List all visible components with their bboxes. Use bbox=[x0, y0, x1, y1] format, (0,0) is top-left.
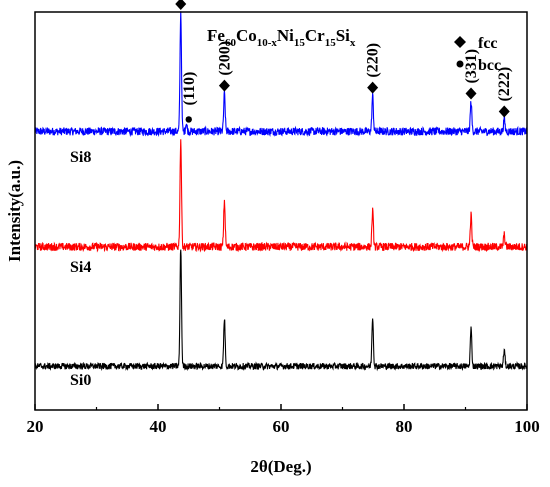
x-tick-label: 100 bbox=[514, 417, 540, 436]
peak-annotation-110: (110) bbox=[181, 72, 198, 123]
series-line-si4 bbox=[34, 139, 528, 253]
series-labels: Si8 Si4 Si0 bbox=[70, 149, 91, 389]
peak-annotations: (111) (110) (200) (220) (331) (222) bbox=[175, 0, 513, 123]
series-layer bbox=[34, 11, 528, 372]
x-axis-ticks: 20 40 60 80 100 bbox=[27, 404, 540, 436]
peak-label: (222) bbox=[496, 67, 513, 102]
series-line-si0 bbox=[34, 249, 528, 372]
series-label-si8: Si8 bbox=[70, 149, 91, 166]
legend-fcc-diamond-icon bbox=[454, 36, 466, 48]
series-label-si0: Si0 bbox=[70, 372, 91, 389]
x-tick-label: 40 bbox=[150, 417, 167, 436]
legend-fcc-label: fcc bbox=[478, 35, 498, 52]
peak-label: (331) bbox=[463, 49, 480, 84]
x-tick-label: 60 bbox=[273, 417, 290, 436]
fcc-diamond-icon bbox=[465, 87, 477, 100]
peak-annotation-220: (220) bbox=[365, 43, 382, 94]
x-axis-label: 2θ(Deg.) bbox=[250, 457, 311, 476]
peak-annotation-331: (331) bbox=[463, 49, 480, 100]
peak-annotation-222: (222) bbox=[496, 67, 513, 118]
y-axis-label: Intensity(a.u.) bbox=[5, 160, 24, 262]
peak-label: (200) bbox=[216, 41, 233, 76]
fcc-diamond-icon bbox=[218, 79, 230, 92]
legend: fcc bcc bbox=[454, 35, 501, 74]
legend-bcc-label: bcc bbox=[478, 57, 501, 74]
peak-annotation-200: (200) bbox=[216, 41, 233, 92]
series-line-si8 bbox=[34, 11, 528, 138]
bcc-circle-icon bbox=[185, 116, 192, 123]
legend-bcc-circle-icon bbox=[456, 60, 464, 68]
series-label-si4: Si4 bbox=[70, 259, 91, 276]
peak-label: (110) bbox=[181, 72, 198, 106]
x-tick-label: 20 bbox=[27, 417, 44, 436]
chart-title: Fe60Co10-xNi15Cr15Six bbox=[207, 26, 356, 49]
peak-annotation-111: (111) bbox=[175, 0, 187, 10]
fcc-diamond-icon bbox=[367, 81, 379, 94]
plot-frame bbox=[34, 11, 528, 411]
fcc-diamond-icon bbox=[175, 0, 187, 10]
fcc-diamond-icon bbox=[498, 105, 510, 118]
x-tick-label: 80 bbox=[396, 417, 413, 436]
peak-label: (220) bbox=[365, 43, 382, 78]
